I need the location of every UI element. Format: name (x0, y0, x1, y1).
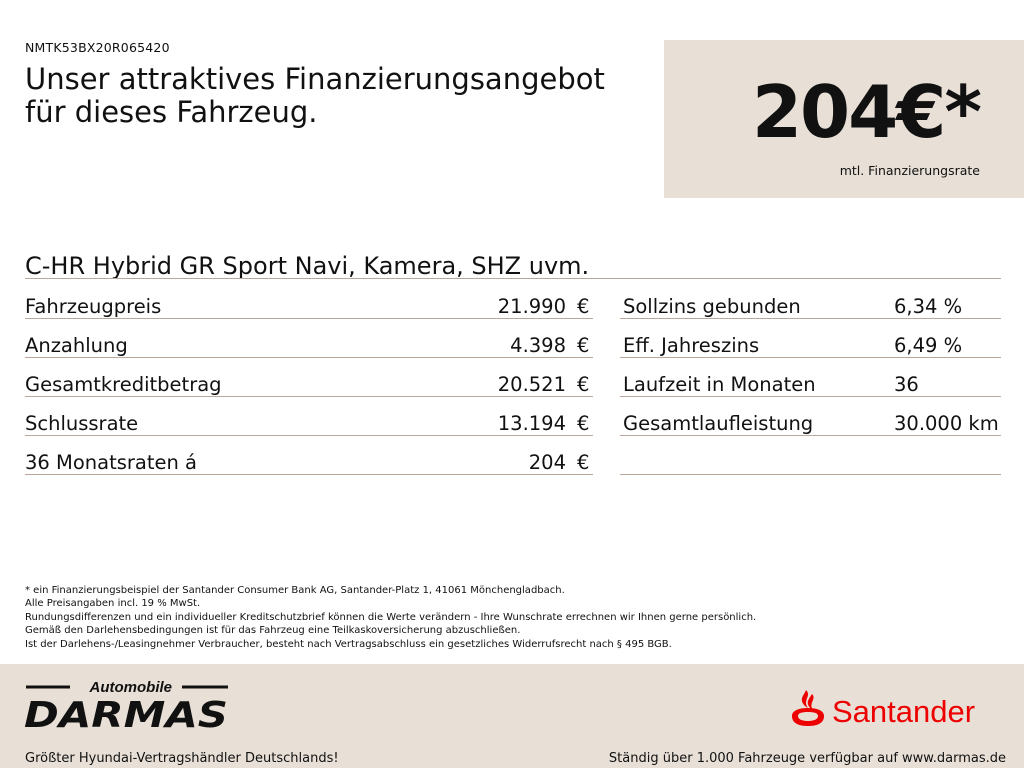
headline: Unser attraktives Finanzierungsangebot f… (25, 63, 605, 129)
monthly-rate-label: mtl. Finanzierungsrate (839, 163, 980, 178)
left-row-divider (25, 357, 593, 358)
right-row-divider (620, 396, 1001, 397)
footnote-line: Rundungsdifferenzen und ein individuelle… (25, 611, 757, 623)
vehicle-id: NMTK53BX20R065420 (25, 40, 170, 55)
right-row-label: Eff. Jahreszins (623, 334, 760, 357)
left-row-value: 4.398 (510, 334, 566, 357)
left-row-unit: € (577, 451, 590, 474)
left-row-value: 21.990 (497, 295, 566, 318)
right-row-divider (620, 318, 1001, 319)
headline-line-1: Unser attraktives Finanzierungsangebot (25, 62, 605, 96)
footnote-line: Ist der Darlehens-/Leasingnehmer Verbrau… (25, 638, 672, 650)
santander-logo: Santander (792, 690, 975, 729)
right-empty-divider (620, 474, 1001, 475)
footnote-line: Gemäß den Darlehensbedingungen ist für d… (25, 625, 521, 637)
right-row-label: Sollzins gebunden (623, 295, 801, 318)
dealer-tagline: Größter Hyundai-Vertragshändler Deutschl… (25, 751, 339, 766)
darmas-logo-top: Automobile (89, 679, 173, 696)
left-row-label: Fahrzeugpreis (25, 295, 162, 318)
model-title: C-HR Hybrid GR Sport Navi, Kamera, SHZ u… (25, 252, 590, 280)
left-row-label: Gesamtkreditbetrag (25, 373, 222, 396)
model-divider (25, 278, 1001, 279)
darmas-logo-main: DARMAS (24, 695, 228, 734)
price-panel (664, 40, 1024, 198)
left-row-divider (25, 474, 593, 475)
footnotes: * ein Finanzierungsbeispiel der Santande… (25, 584, 1015, 651)
santander-logo-text: Santander (832, 694, 975, 729)
footer: Automobile DARMAS Santander Größter Hyun… (0, 664, 1024, 768)
right-row-value: 6,34 % (894, 295, 963, 318)
left-row-unit: € (577, 412, 590, 435)
left-row-label: Anzahlung (25, 334, 128, 357)
right-row-value: 30.000 km (894, 412, 999, 435)
left-row-value: 204 (528, 451, 566, 474)
left-row-label: 36 Monatsraten á (25, 451, 197, 474)
monthly-rate: 204€* (751, 70, 982, 154)
headline-line-2: für dieses Fahrzeug. (25, 95, 318, 129)
right-row-label: Gesamtlaufleistung (623, 412, 814, 435)
darmas-logo: Automobile DARMAS (24, 679, 228, 734)
left-row-value: 13.194 (497, 412, 566, 435)
dealer-website-note: Ständig über 1.000 Fahrzeuge verfügbar a… (608, 751, 1006, 766)
footnote-line: Alle Preisangaben incl. 19 % MwSt. (25, 598, 201, 610)
left-row-value: 20.521 (497, 373, 566, 396)
right-row-label: Laufzeit in Monaten (623, 373, 816, 396)
left-row-unit: € (577, 334, 590, 357)
right-row-value: 36 (894, 373, 919, 396)
left-row-unit: € (577, 373, 590, 396)
right-row-divider (620, 435, 1001, 436)
left-row-divider (25, 396, 593, 397)
left-row-unit: € (577, 295, 590, 318)
right-row-value: 6,49 % (894, 334, 963, 357)
footnote-line: * ein Finanzierungsbeispiel der Santande… (25, 585, 565, 596)
left-row-divider (25, 318, 593, 319)
left-row-divider (25, 435, 593, 436)
flame-icon (792, 690, 824, 726)
left-row-label: Schlussrate (25, 412, 139, 435)
right-row-divider (620, 357, 1001, 358)
